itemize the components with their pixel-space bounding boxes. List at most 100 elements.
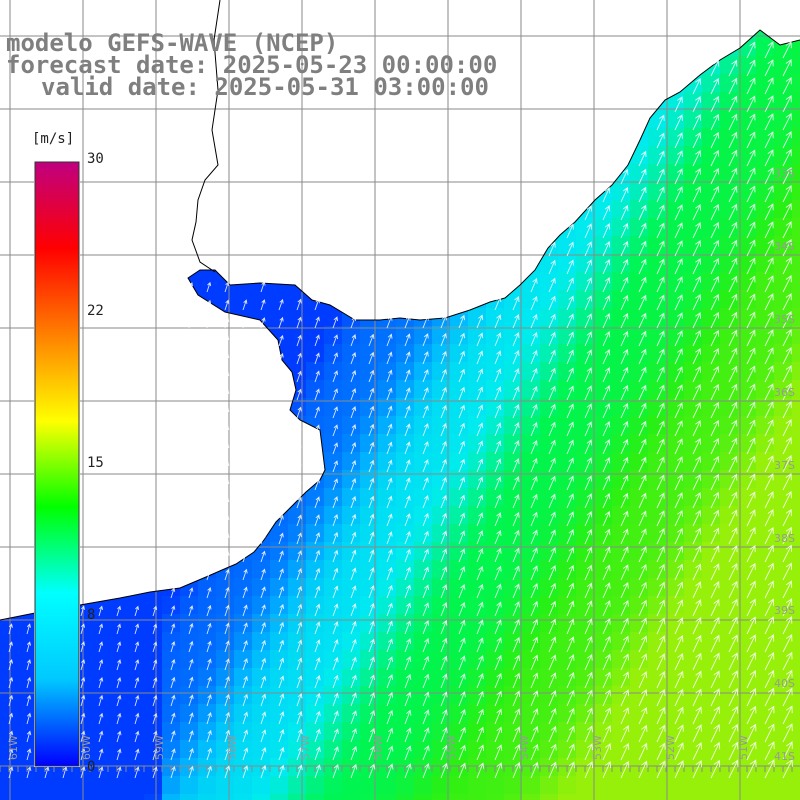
wind-arrow-icon	[404, 566, 411, 581]
wind-arrow-icon	[728, 329, 738, 347]
wind-arrow-icon	[746, 365, 756, 383]
wind-arrow-icon	[548, 277, 556, 293]
wind-arrow-icon	[782, 41, 792, 59]
wind-arrow-icon	[656, 132, 665, 149]
wind-arrow-icon	[350, 406, 357, 419]
wind-arrow-icon	[674, 402, 683, 419]
wind-arrow-icon	[350, 370, 357, 383]
wind-arrow-icon	[314, 388, 320, 401]
wind-arrow-icon	[710, 670, 720, 689]
wind-arrow-icon	[350, 495, 357, 509]
wind-arrow-icon	[332, 621, 339, 635]
wind-arrow-icon	[242, 747, 249, 761]
lat-label: 41S	[774, 750, 795, 763]
wind-arrow-icon	[188, 712, 194, 725]
wind-arrow-icon	[386, 459, 393, 473]
wind-arrow-icon	[728, 723, 739, 743]
wind-arrow-icon	[152, 766, 158, 779]
wind-arrow-icon	[602, 582, 611, 599]
wind-arrow-icon	[674, 132, 683, 149]
wind-arrow-icon	[710, 545, 720, 563]
wind-arrow-icon	[764, 419, 774, 437]
wind-arrow-icon	[728, 759, 739, 779]
wind-arrow-icon	[134, 677, 140, 689]
wind-arrow-icon	[224, 407, 230, 419]
wind-arrow-icon	[566, 421, 574, 437]
wind-arrow-icon	[476, 476, 484, 491]
wind-arrow-icon	[224, 658, 230, 671]
wind-arrow-icon	[8, 748, 14, 761]
wind-arrow-icon	[224, 335, 230, 347]
wind-arrow-icon	[422, 709, 430, 725]
wind-arrow-icon	[296, 442, 302, 455]
wind-arrow-icon	[206, 407, 212, 419]
wind-arrow-icon	[260, 299, 266, 311]
wind-arrow-icon	[566, 707, 575, 725]
lat-label: 37S	[774, 459, 795, 472]
wind-arrow-icon	[638, 168, 647, 185]
wind-arrow-icon	[440, 476, 447, 491]
wind-arrow-icon	[656, 545, 665, 563]
wind-arrow-icon	[548, 241, 556, 257]
wind-arrow-icon	[296, 568, 303, 581]
wind-arrow-icon	[278, 298, 284, 311]
wind-arrow-icon	[422, 566, 429, 581]
wind-arrow-icon	[746, 257, 756, 275]
wind-arrow-icon	[494, 547, 502, 563]
wind-arrow-icon	[620, 546, 629, 563]
wind-arrow-icon	[152, 748, 158, 761]
wind-arrow-icon	[548, 439, 556, 455]
wind-arrow-icon	[512, 529, 520, 545]
wind-arrow-icon	[674, 294, 683, 311]
wind-arrow-icon	[782, 293, 792, 311]
wind-arrow-icon	[638, 492, 647, 509]
wind-arrow-icon	[782, 437, 792, 455]
wind-arrow-icon	[314, 549, 321, 563]
wind-arrow-icon	[512, 547, 520, 563]
wind-arrow-icon	[602, 187, 611, 203]
wind-arrow-icon	[458, 655, 466, 671]
wind-arrow-icon	[584, 511, 593, 527]
wind-arrow-icon	[656, 599, 666, 617]
wind-arrow-icon	[512, 619, 520, 635]
wind-arrow-icon	[656, 204, 665, 221]
wind-arrow-icon	[404, 315, 411, 329]
wind-arrow-icon	[350, 603, 357, 617]
wind-arrow-icon	[656, 168, 665, 185]
wind-arrow-icon	[206, 712, 212, 725]
wind-arrow-icon	[602, 421, 611, 437]
wind-arrow-icon	[692, 688, 702, 707]
wind-arrow-icon	[566, 511, 574, 527]
wind-arrow-icon	[260, 407, 266, 419]
wind-arrow-icon	[296, 460, 302, 473]
wind-arrow-icon	[584, 564, 593, 581]
wind-arrow-icon	[26, 748, 32, 761]
wind-arrow-icon	[620, 528, 629, 545]
wind-arrow-icon	[134, 712, 140, 725]
wind-arrow-icon	[530, 708, 539, 725]
wind-arrow-icon	[710, 311, 720, 329]
wind-arrow-icon	[548, 529, 556, 545]
wind-arrow-icon	[764, 491, 774, 509]
wind-arrow-icon	[782, 275, 792, 293]
wind-arrow-icon	[692, 706, 702, 725]
wind-arrow-icon	[422, 351, 429, 365]
wind-arrow-icon	[368, 620, 375, 635]
wind-arrow-icon	[440, 727, 448, 743]
wind-arrow-icon	[710, 706, 720, 725]
wind-arrow-icon	[440, 422, 447, 437]
wind-arrow-icon	[746, 580, 756, 599]
wind-arrow-icon	[368, 674, 375, 689]
wind-arrow-icon	[296, 370, 302, 383]
wind-arrow-icon	[728, 419, 738, 437]
wind-arrow-icon	[224, 497, 230, 509]
wind-arrow-icon	[422, 530, 429, 545]
wind-arrow-icon	[782, 311, 792, 329]
wind-arrow-icon	[764, 347, 774, 365]
wind-arrow-icon	[764, 455, 774, 473]
wind-arrow-icon	[656, 186, 665, 203]
wind-arrow-icon	[8, 623, 13, 635]
wind-arrow-icon	[638, 366, 647, 383]
wind-arrow-icon	[296, 728, 303, 743]
